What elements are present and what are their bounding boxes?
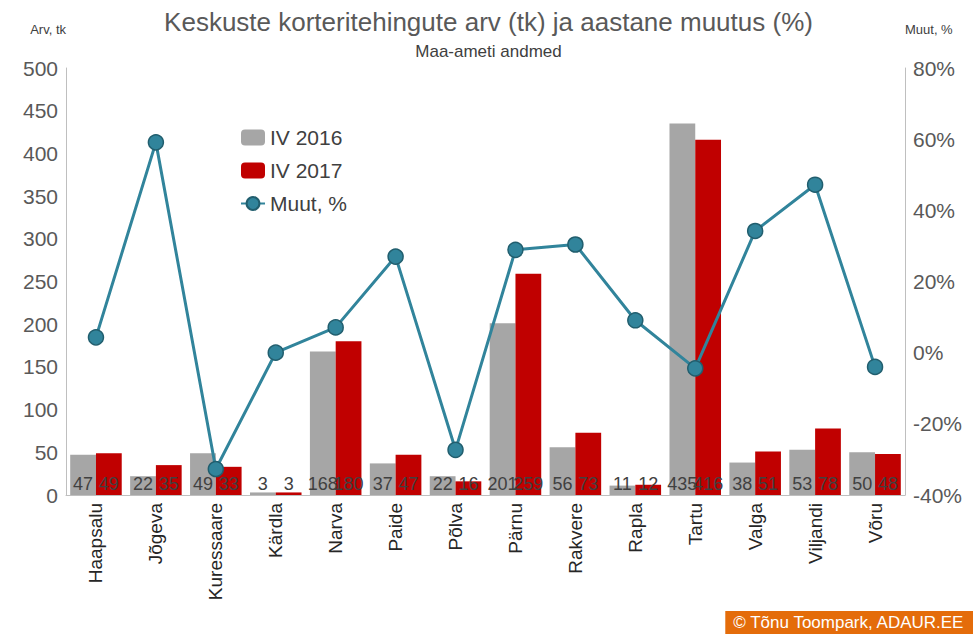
svg-text:11: 11	[613, 474, 632, 494]
svg-text:435: 435	[667, 474, 698, 494]
svg-text:450: 450	[23, 99, 58, 122]
svg-text:© Tõnu Toompark, ADAUR.EE: © Tõnu Toompark, ADAUR.EE	[733, 613, 963, 632]
svg-text:22: 22	[433, 474, 453, 494]
svg-text:16: 16	[458, 474, 478, 494]
svg-text:Rakvere: Rakvere	[565, 503, 586, 574]
svg-text:180: 180	[334, 474, 364, 494]
svg-text:Jõgeva: Jõgeva	[145, 503, 166, 565]
svg-text:47: 47	[73, 474, 93, 494]
svg-text:250: 250	[23, 270, 58, 293]
svg-text:0%: 0%	[913, 341, 943, 364]
svg-text:Keskuste korteritehingute arv: Keskuste korteritehingute arv (tk) ja aa…	[164, 7, 813, 37]
svg-text:73: 73	[578, 474, 598, 494]
svg-text:168: 168	[307, 474, 338, 494]
svg-text:48: 48	[878, 474, 898, 494]
svg-text:0: 0	[46, 484, 58, 507]
svg-text:Valga: Valga	[745, 503, 766, 551]
svg-text:20%: 20%	[913, 270, 955, 293]
svg-text:Rapla: Rapla	[625, 503, 646, 553]
svg-text:80%: 80%	[913, 57, 955, 80]
svg-text:IV 2017: IV 2017	[270, 159, 342, 182]
svg-text:Viljandi: Viljandi	[805, 503, 826, 564]
svg-text:Võru: Võru	[865, 503, 886, 543]
svg-text:416: 416	[693, 474, 723, 494]
svg-text:Narva: Narva	[325, 503, 346, 554]
svg-text:33: 33	[219, 474, 239, 494]
svg-text:51: 51	[758, 474, 778, 494]
svg-text:350: 350	[23, 185, 58, 208]
svg-text:Kärdla: Kärdla	[265, 503, 286, 558]
svg-text:100: 100	[23, 398, 58, 421]
svg-text:150: 150	[23, 355, 58, 378]
svg-text:Tartu: Tartu	[685, 503, 706, 545]
svg-text:259: 259	[513, 474, 543, 494]
svg-text:56: 56	[552, 474, 572, 494]
svg-text:22: 22	[133, 474, 153, 494]
svg-text:Haapsalu: Haapsalu	[85, 503, 106, 583]
svg-text:60%: 60%	[913, 128, 955, 151]
svg-text:400: 400	[23, 142, 58, 165]
svg-text:78: 78	[818, 474, 838, 494]
svg-text:49: 49	[193, 474, 213, 494]
svg-text:Kuressaare: Kuressaare	[205, 503, 226, 600]
svg-text:12: 12	[638, 474, 658, 494]
svg-text:3: 3	[284, 474, 294, 494]
svg-text:IV 2016: IV 2016	[270, 126, 342, 149]
svg-text:Põlva: Põlva	[445, 503, 466, 551]
svg-text:37: 37	[373, 474, 393, 494]
svg-text:50: 50	[852, 474, 872, 494]
svg-text:-40%: -40%	[913, 484, 962, 507]
svg-text:Pärnu: Pärnu	[505, 503, 526, 554]
svg-text:35: 35	[159, 474, 179, 494]
svg-text:40%: 40%	[913, 199, 955, 222]
svg-text:53: 53	[792, 474, 812, 494]
svg-text:201: 201	[487, 474, 518, 494]
svg-text:200: 200	[23, 313, 58, 336]
svg-text:-20%: -20%	[913, 412, 962, 435]
svg-text:300: 300	[23, 227, 58, 250]
svg-text:38: 38	[732, 474, 752, 494]
svg-text:Paide: Paide	[385, 503, 406, 552]
svg-text:47: 47	[398, 474, 418, 494]
svg-text:500: 500	[23, 57, 58, 80]
svg-text:Muut, %: Muut, %	[905, 22, 953, 37]
svg-text:Muut, %: Muut, %	[270, 192, 347, 215]
svg-text:Maa-ameti andmed: Maa-ameti andmed	[415, 42, 561, 61]
svg-text:49: 49	[99, 474, 119, 494]
svg-text:50: 50	[35, 441, 58, 464]
svg-text:3: 3	[258, 474, 268, 494]
svg-text:Arv, tk: Arv, tk	[30, 22, 66, 37]
